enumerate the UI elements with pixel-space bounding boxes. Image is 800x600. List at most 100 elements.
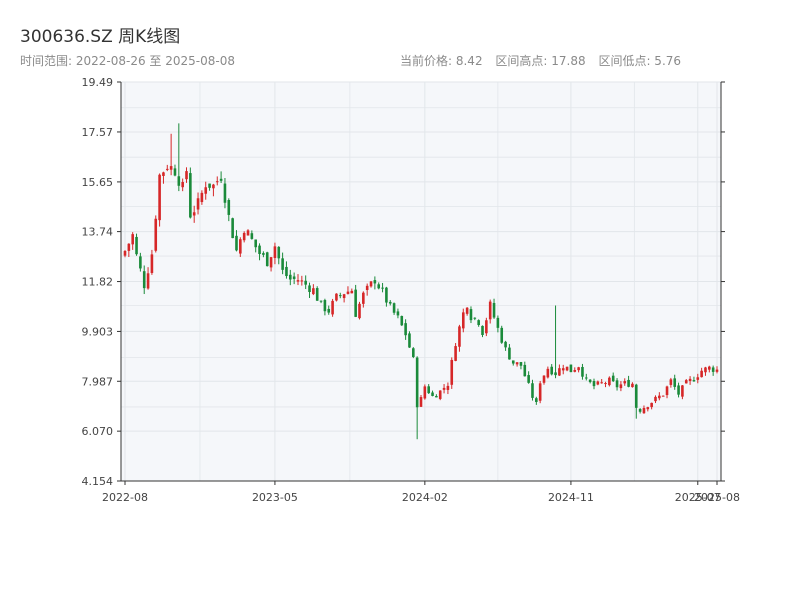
candle-body [488,301,492,320]
candle-body [388,301,392,304]
candle-body [511,360,515,364]
candle-body [477,320,480,326]
candle-body [627,379,630,387]
candle-body [358,303,361,319]
candle-body [212,184,215,189]
candle-body [450,359,454,385]
candle-body [277,246,281,259]
candle-body [285,266,288,277]
candle-body [438,390,442,399]
candle-body [431,392,434,396]
candle-body [581,366,584,377]
candle-body [669,379,673,385]
candle-body [365,285,369,291]
candle-body [377,284,381,289]
candle-body [677,385,680,395]
y-tick-label: 11.82 [82,276,114,289]
candle-body [550,366,554,375]
candle-body [396,311,400,316]
candle-body [354,289,357,317]
candle-body [569,364,573,373]
candle-body [465,307,469,314]
candle-body [273,246,277,258]
candle-body [335,293,338,301]
candle-body [385,287,388,303]
candle-body [700,370,703,378]
candle-body [423,386,427,399]
candle-body [538,383,542,401]
candle-body [661,395,665,397]
candle-body [461,312,465,329]
candle-body [654,396,657,402]
candle-body [577,367,580,371]
y-tick-label: 6.070 [82,425,114,438]
range-high: 区间高点: 17.88 [495,54,586,68]
y-tick-label: 19.49 [82,76,114,89]
price-stats: 当前价格: 8.42 区间高点: 17.88 区间低点: 5.76 [400,52,690,69]
candle-body [573,370,577,372]
y-tick-label: 13.74 [82,226,114,239]
candle-body [323,300,327,312]
candle-body [558,368,561,376]
candle-body [519,362,523,366]
candle-body [608,377,611,386]
candle-body [215,181,219,183]
candle-body [454,346,457,361]
candle-body [196,198,200,210]
candle-body [231,218,234,239]
candle-body [535,398,538,402]
candle-body [400,316,404,326]
candle-body [604,383,607,385]
range-low: 区间低点: 5.76 [598,54,682,68]
candle-body [527,375,530,383]
candle-body [427,386,430,394]
candle-body [681,385,684,397]
candle-body [189,173,192,218]
candle-body [173,168,177,176]
candle-body [419,397,423,407]
candle-body [177,176,181,186]
candle-body [150,254,154,273]
x-tick-label: 2022-08 [102,491,148,504]
candle-body [131,234,134,245]
candle-body [327,308,331,313]
candle-body [658,395,661,399]
candle-body [408,333,411,348]
candle-body [435,396,438,398]
candle-body [711,367,715,372]
candle-body [546,368,550,378]
candle-body [169,166,173,170]
y-tick-label: 9.903 [82,325,114,338]
candle-body [469,309,473,321]
candle-body [715,369,719,372]
candle-body [508,347,511,360]
x-tick-label: 2024-11 [548,491,594,504]
candle-body [673,378,677,387]
candle-body [142,271,146,289]
candle-body [592,381,596,387]
candle-body [315,288,319,301]
candle-body [200,192,204,203]
candle-body [496,317,500,328]
candle-body [181,182,184,188]
candle-body [162,172,165,176]
candle-body [223,183,227,203]
candle-body [404,323,407,336]
candle-body [588,379,592,383]
candle-body [704,367,707,373]
candle-body [708,366,711,370]
date-range: 时间范围: 2022-08-26 至 2025-08-08 [20,54,235,68]
candle-body [412,348,415,358]
candle-body [123,250,127,256]
candle-body [135,236,138,255]
candle-body [346,291,350,294]
y-tick-label: 4.154 [82,475,114,488]
candle-body [127,243,131,251]
candle-body [296,280,300,282]
candle-body [492,302,496,318]
candle-body [638,409,642,412]
candle-body [373,280,377,284]
candle-body [611,375,615,382]
candle-body [631,383,634,388]
